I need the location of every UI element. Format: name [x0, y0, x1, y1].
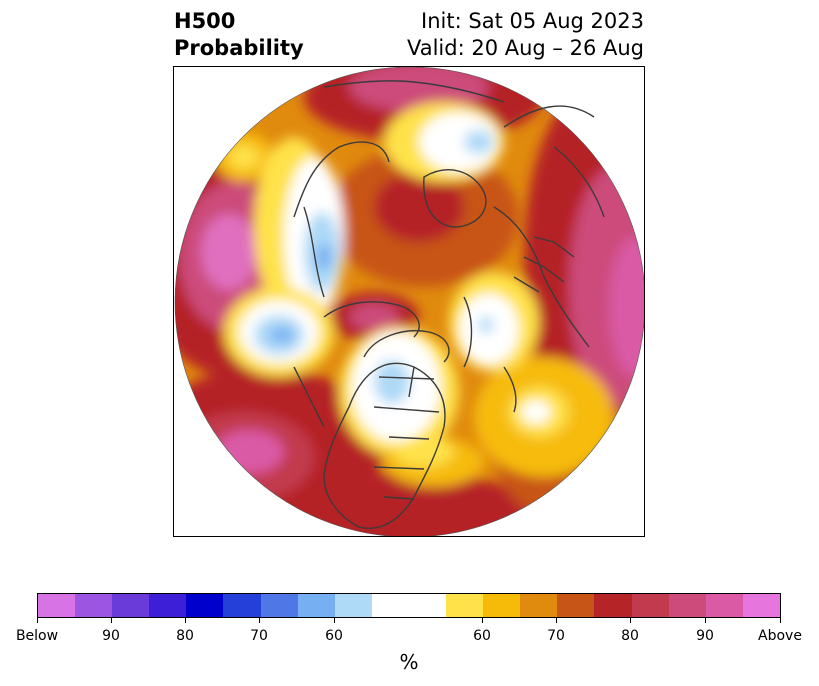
colorbar-segment	[446, 594, 484, 617]
colorbar-tick-label: 90	[696, 628, 714, 644]
colorbar-segment	[297, 594, 335, 617]
colorbar-tick-label: Below	[15, 628, 59, 644]
colorbar-tick-mark	[482, 618, 483, 623]
colorbar-segment	[371, 594, 447, 617]
colorbar-tick-label: 70	[250, 628, 268, 644]
colorbar-tick-mark	[705, 618, 706, 623]
colorbar-tick-mark	[259, 618, 260, 623]
colorbar-tick-mark	[37, 618, 38, 623]
colorbar-segment	[668, 594, 706, 617]
colorbar-tick-label: 70	[547, 628, 565, 644]
colorbar-segment	[483, 594, 521, 617]
colorbar-segment	[631, 594, 669, 617]
colorbar-segment	[223, 594, 261, 617]
colorbar-tick-mark	[111, 618, 112, 623]
colorbar-segment	[705, 594, 743, 617]
map-title: H500 Probability	[174, 8, 304, 62]
forecast-dates: Init: Sat 05 Aug 2023 Valid: 20 Aug – 26…	[407, 8, 644, 62]
colorbar-tick-mark	[556, 618, 557, 623]
colorbar-segment	[742, 594, 780, 617]
colorbar-tick-label: 80	[176, 628, 194, 644]
colorbar-segment	[594, 594, 632, 617]
colorbar-unit-label: %	[399, 650, 419, 674]
colorbar-tick-mark	[630, 618, 631, 623]
colorbar-tick-label: 60	[325, 628, 343, 644]
colorbar-tick-mark	[185, 618, 186, 623]
colorbar	[37, 593, 781, 618]
probability-field	[175, 67, 644, 536]
valid-range-label: Valid: 20 Aug – 26 Aug	[406, 36, 644, 60]
colorbar-tick-mark	[334, 618, 335, 623]
colorbar-segment	[75, 594, 113, 617]
colorbar-segment	[186, 594, 224, 617]
colorbar-tick-label: 80	[621, 628, 639, 644]
colorbar-segment	[520, 594, 558, 617]
title-line-2: Probability	[174, 36, 304, 60]
polar-map	[173, 66, 645, 537]
colorbar-tick-label: Above	[758, 628, 802, 644]
probability-map-svg	[174, 67, 644, 536]
colorbar-segment	[260, 594, 298, 617]
colorbar-segment	[112, 594, 150, 617]
colorbar-segment	[38, 594, 76, 617]
colorbar-tick-mark	[780, 618, 781, 623]
colorbar-tick-label: 60	[473, 628, 491, 644]
colorbar-tick-label: 90	[102, 628, 120, 644]
coastlines	[293, 80, 605, 529]
colorbar-segment	[334, 594, 372, 617]
init-date-label: Init: Sat 05 Aug 2023	[421, 9, 644, 33]
colorbar-segment	[149, 594, 187, 617]
title-line-1: H500	[174, 9, 236, 33]
colorbar-segment	[557, 594, 595, 617]
